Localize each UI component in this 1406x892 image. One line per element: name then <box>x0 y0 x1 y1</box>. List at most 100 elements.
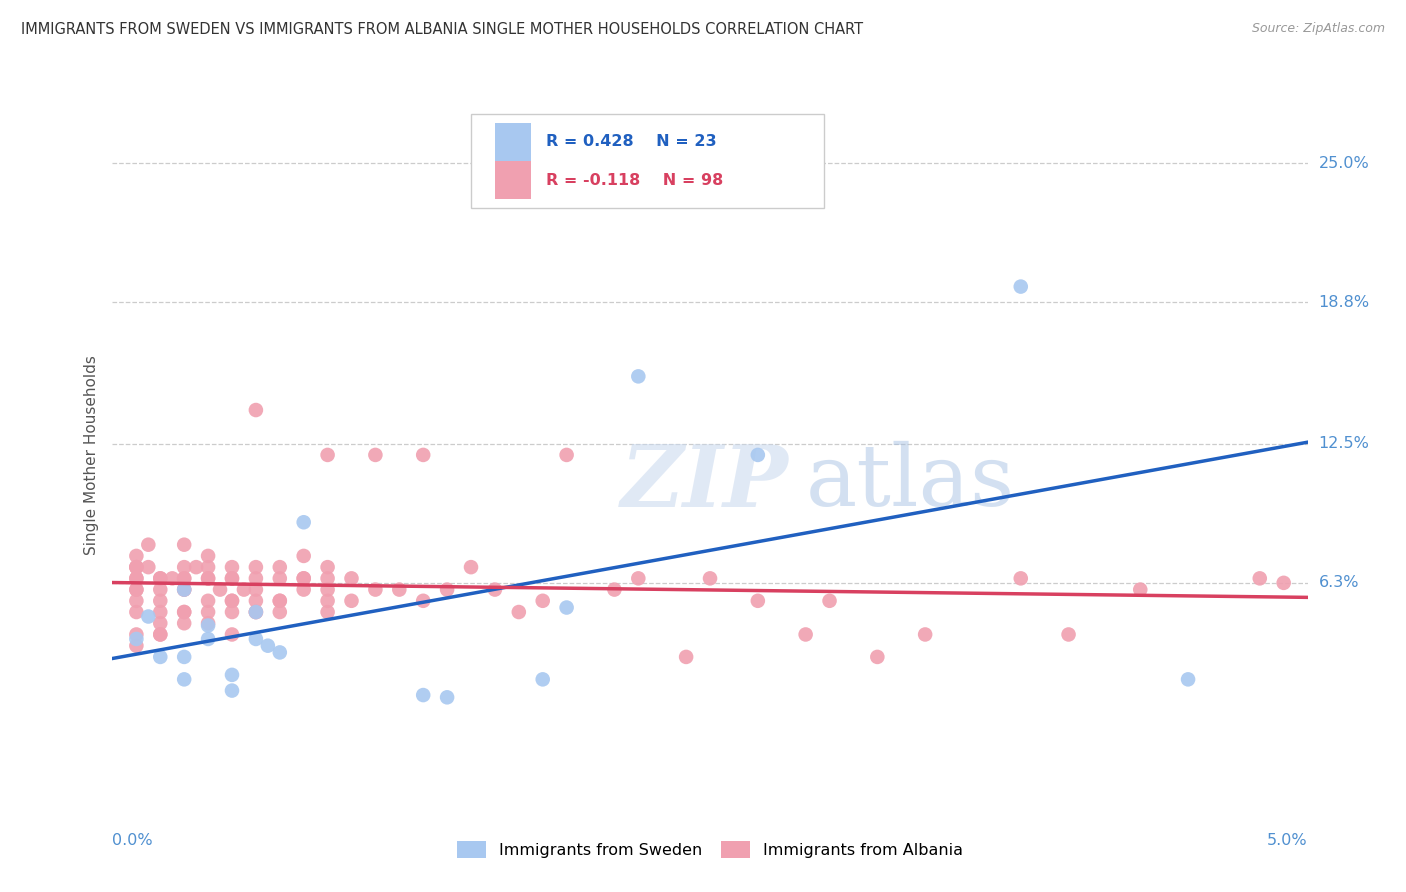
Point <box>914 627 936 641</box>
Point <box>186 560 208 574</box>
Point <box>245 403 267 417</box>
Point <box>125 560 148 574</box>
Text: 6.3%: 6.3% <box>1319 575 1360 591</box>
Point <box>125 627 148 641</box>
Point <box>555 600 578 615</box>
Point <box>412 594 434 608</box>
Point <box>292 582 315 597</box>
Point <box>508 605 530 619</box>
Point <box>221 571 243 585</box>
Point <box>364 448 387 462</box>
Point <box>245 605 267 619</box>
Text: R = -0.118    N = 98: R = -0.118 N = 98 <box>547 172 724 187</box>
Point <box>138 538 160 552</box>
Point <box>197 616 219 631</box>
Point <box>149 594 172 608</box>
Point <box>555 448 578 462</box>
Point <box>197 605 219 619</box>
Point <box>269 605 291 619</box>
Point <box>197 560 219 574</box>
Point <box>149 571 172 585</box>
Point <box>173 571 195 585</box>
Point <box>173 649 195 664</box>
Point <box>221 571 243 585</box>
Point <box>149 627 172 641</box>
Point <box>173 571 195 585</box>
Point <box>125 571 148 585</box>
Point <box>460 560 482 574</box>
Point <box>197 618 219 632</box>
Text: IMMIGRANTS FROM SWEDEN VS IMMIGRANTS FROM ALBANIA SINGLE MOTHER HOUSEHOLDS CORRE: IMMIGRANTS FROM SWEDEN VS IMMIGRANTS FRO… <box>21 22 863 37</box>
Point <box>388 582 411 597</box>
Point <box>436 690 458 705</box>
Point <box>1272 575 1295 590</box>
Point <box>292 571 315 585</box>
Y-axis label: Single Mother Households: Single Mother Households <box>83 355 98 555</box>
Point <box>747 594 769 608</box>
Point <box>173 538 195 552</box>
Point <box>316 594 339 608</box>
Point <box>794 627 817 641</box>
Point <box>316 571 339 585</box>
Point <box>436 582 458 597</box>
Point <box>125 560 148 574</box>
Point <box>484 582 506 597</box>
Point <box>531 673 554 687</box>
Point <box>269 560 291 574</box>
Text: Source: ZipAtlas.com: Source: ZipAtlas.com <box>1251 22 1385 36</box>
Point <box>316 582 339 597</box>
Point <box>221 627 243 641</box>
Point <box>340 571 363 585</box>
Point <box>138 609 160 624</box>
Point <box>221 605 243 619</box>
Bar <box>495 123 531 161</box>
Point <box>221 594 243 608</box>
Point <box>197 632 219 646</box>
Point <box>245 571 267 585</box>
Point <box>208 582 231 597</box>
Point <box>221 560 243 574</box>
Text: atlas: atlas <box>806 442 1015 524</box>
Point <box>340 594 363 608</box>
Point <box>125 560 148 574</box>
Point <box>221 594 243 608</box>
Point <box>269 571 291 585</box>
Point <box>173 673 195 687</box>
Point <box>173 560 195 574</box>
Point <box>627 369 650 384</box>
Point <box>257 639 280 653</box>
Point <box>1010 571 1032 585</box>
Point <box>149 605 172 619</box>
Point <box>747 448 769 462</box>
Point <box>1249 571 1271 585</box>
Point <box>675 649 697 664</box>
Text: 18.8%: 18.8% <box>1319 294 1369 310</box>
Point <box>125 571 148 585</box>
Point <box>232 582 256 597</box>
Point <box>269 594 291 608</box>
Point <box>245 632 267 646</box>
Point <box>866 649 889 664</box>
Point <box>531 594 554 608</box>
Point <box>125 582 148 597</box>
Text: 25.0%: 25.0% <box>1319 155 1369 170</box>
Point <box>149 649 172 664</box>
Point <box>173 605 195 619</box>
Point <box>173 582 195 597</box>
Point <box>245 605 267 619</box>
Point <box>138 560 160 574</box>
Point <box>221 668 243 682</box>
Point <box>149 582 172 597</box>
Point <box>125 605 148 619</box>
Point <box>245 560 267 574</box>
FancyBboxPatch shape <box>471 114 824 208</box>
Point <box>125 549 148 563</box>
Point <box>149 571 172 585</box>
Point <box>292 515 315 529</box>
Point <box>173 605 195 619</box>
Text: 12.5%: 12.5% <box>1319 436 1369 451</box>
Point <box>173 616 195 631</box>
Point <box>364 582 387 597</box>
Point <box>603 582 626 597</box>
Point <box>149 627 172 641</box>
